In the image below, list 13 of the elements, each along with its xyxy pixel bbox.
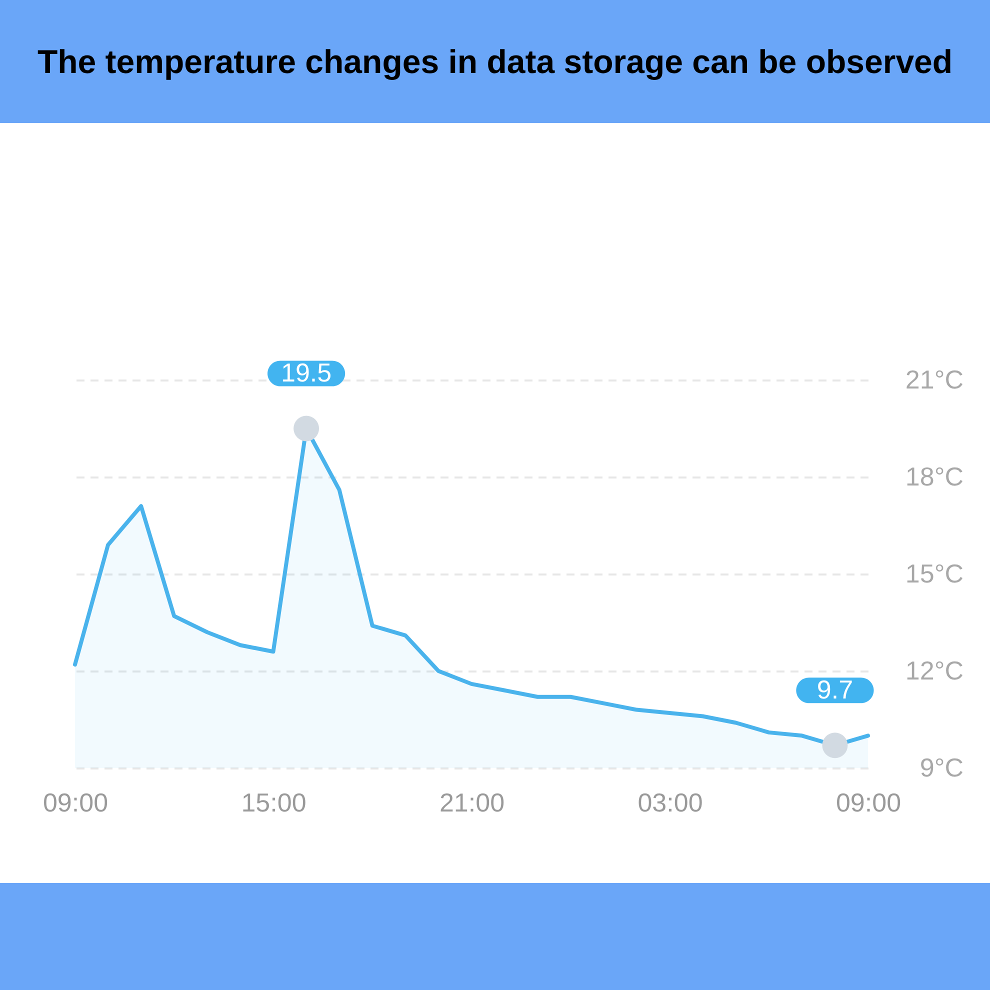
x-tick-label: 21:00: [439, 788, 505, 818]
y-tick-label: 21°C: [905, 364, 964, 394]
y-tick-label: 12°C: [905, 656, 964, 686]
x-tick-label: 15:00: [241, 788, 306, 818]
annotation: 9.7: [816, 674, 854, 704]
y-tick-label: 15°C: [905, 558, 964, 588]
x-tick-label: 09:00: [836, 788, 902, 818]
y-tick-label: 18°C: [905, 462, 964, 492]
annotation: 19.5: [280, 358, 332, 388]
y-tick-label: 9°C: [920, 752, 964, 782]
chart-title: The temperature changes in data storage can be observed: [0, 0, 990, 123]
x-tick-label: 03:00: [638, 788, 703, 818]
x-tick-label: 09:00: [42, 788, 108, 818]
